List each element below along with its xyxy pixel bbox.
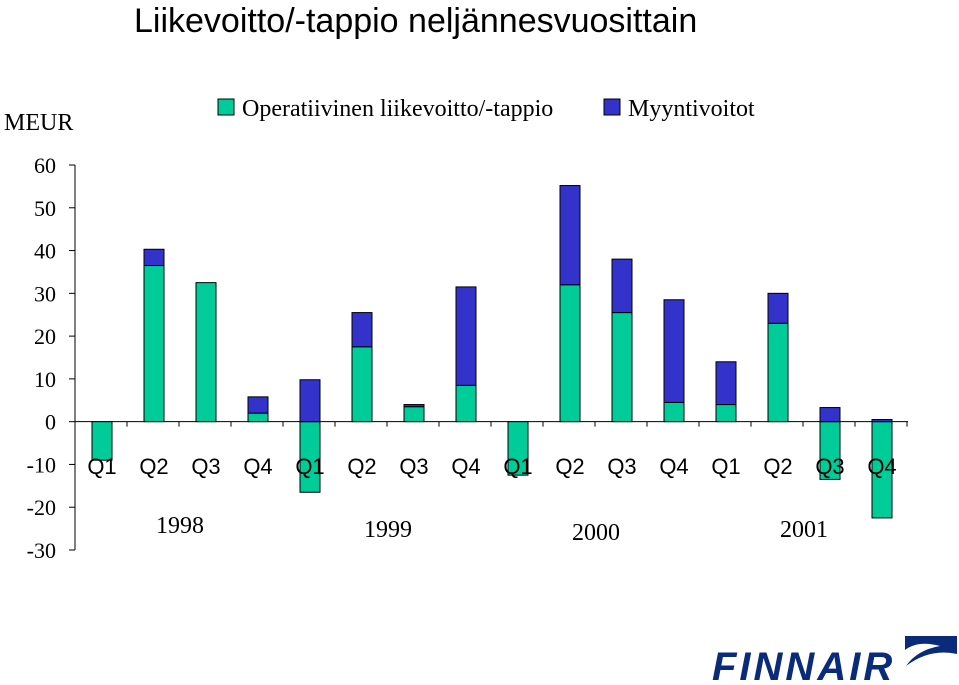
bar-sales-gains: [247, 396, 269, 414]
year-label: 1999: [364, 517, 412, 543]
year-label: 2001: [780, 517, 828, 543]
bar-operating: [351, 346, 373, 423]
x-tick-label: Q2: [555, 454, 584, 479]
y-tick-label: 10: [34, 367, 56, 392]
x-tick-label: Q2: [347, 454, 376, 479]
legend-swatch-operating: [217, 98, 235, 116]
legend-swatch-sales-gains: [603, 98, 621, 116]
bar-operating: [403, 406, 425, 423]
x-tick-label: Q1: [503, 454, 532, 479]
bar-operating: [611, 312, 633, 423]
x-tick-label: Q1: [87, 454, 116, 479]
y-tick-label: 0: [45, 410, 56, 435]
year-label: 1998: [156, 513, 204, 539]
bar-sales-gains: [715, 361, 737, 406]
legend-label-operating: Operatiivinen liikevoitto/-tappio: [242, 96, 553, 122]
bar-operating: [663, 401, 685, 423]
bar-operating: [767, 322, 789, 423]
bar-operating: [195, 282, 217, 423]
x-tick-label: Q3: [815, 454, 844, 479]
legend: Operatiivinen liikevoitto/-tappio Myynti…: [217, 96, 755, 122]
axes: 60 50 40 30 20 10 0 -10 -20 -30: [27, 153, 908, 563]
y-tick-label: -30: [27, 538, 56, 563]
y-tick-label: 20: [34, 324, 56, 349]
y-tick-label: 50: [34, 196, 56, 221]
bar-sales-gains: [143, 248, 165, 267]
finnair-logo: FINNAIR: [712, 636, 957, 685]
x-tick-label: Q1: [295, 454, 324, 479]
bar-sales-gains: [559, 185, 581, 286]
y-tick-label: 40: [34, 239, 56, 264]
y-tick-label: -10: [27, 452, 56, 477]
bar-sales-gains: [455, 286, 477, 386]
legend-label-sales-gains: Myyntivoitot: [628, 96, 755, 122]
chart-title: Liikevoitto/-tappio neljännesvuosittain: [134, 2, 697, 40]
x-tick-label: Q3: [191, 454, 220, 479]
x-tick-label: Q3: [607, 454, 636, 479]
x-tick-label: Q2: [763, 454, 792, 479]
x-tick-label: Q3: [399, 454, 428, 479]
y-tick-label: -20: [27, 495, 56, 520]
y-unit-label: MEUR: [4, 110, 73, 136]
bar-operating: [91, 421, 113, 461]
bar-sales-gains: [767, 292, 789, 324]
bar-operating: [507, 421, 529, 476]
x-tick-label: Q4: [867, 454, 896, 479]
bar-sales-gains: [663, 299, 685, 403]
year-labels: 1998 1999 2000 2001: [156, 513, 828, 546]
bar-sales-gains: [611, 258, 633, 314]
bar-sales-gains: [351, 312, 373, 348]
quarter-labels: Q1 Q2 Q3 Q4 Q1 Q2 Q3 Q4 Q1 Q2 Q3 Q4 Q1 Q2 Q3 Q4: [87, 454, 896, 479]
x-tick-label: Q1: [711, 454, 740, 479]
bar-sales-gains: [299, 379, 321, 423]
y-tick-label: 30: [34, 281, 56, 306]
bar-operating: [559, 284, 581, 423]
x-tick-label: Q4: [243, 454, 272, 479]
x-tick-label: Q2: [139, 454, 168, 479]
y-tick-label: 60: [34, 153, 56, 178]
bar-operating: [715, 404, 737, 423]
logo-wordmark: FINNAIR: [712, 645, 895, 685]
bar-operating: [143, 265, 165, 423]
bar-sales-gains: [819, 407, 841, 423]
bar-sales-gains: [403, 404, 425, 408]
bar-sales-gains: [871, 419, 893, 423]
year-label: 2000: [572, 520, 620, 546]
x-tick-label: Q4: [451, 454, 480, 479]
bar-operating: [455, 384, 477, 423]
logo-wing-icon: [905, 636, 957, 666]
x-tick-label: Q4: [659, 454, 688, 479]
bar-operating: [247, 412, 269, 423]
bars: [91, 185, 893, 519]
